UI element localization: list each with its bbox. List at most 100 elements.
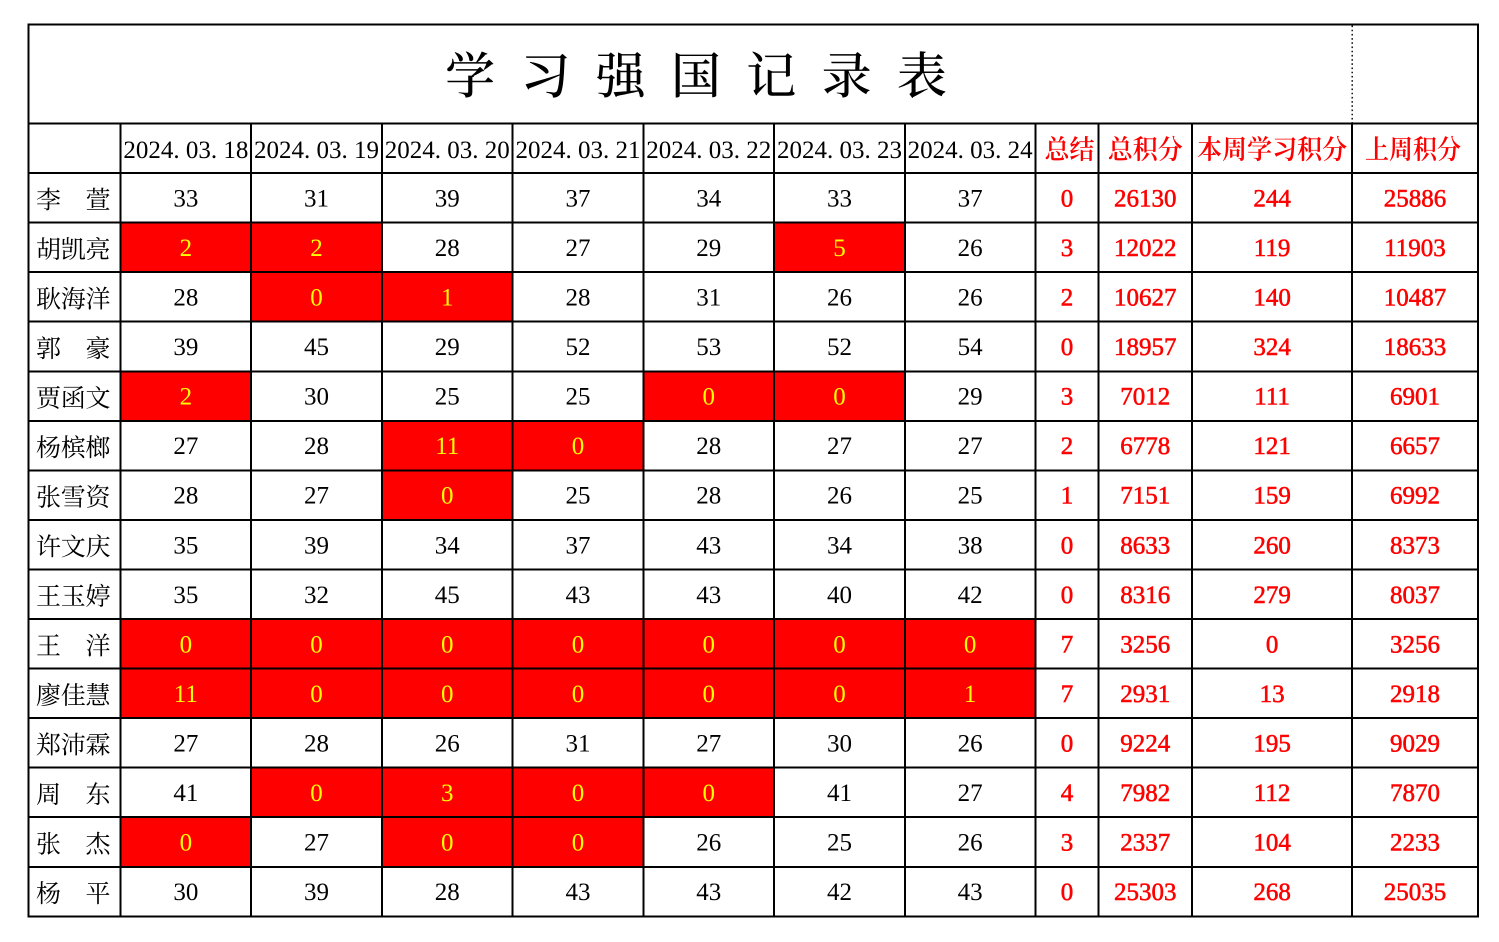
svg-text:2: 2 bbox=[180, 384, 193, 411]
svg-text:26: 26 bbox=[958, 730, 983, 757]
svg-text:0: 0 bbox=[833, 681, 846, 708]
svg-text:28: 28 bbox=[435, 879, 460, 906]
svg-text:8373: 8373 bbox=[1390, 532, 1440, 559]
svg-text:121: 121 bbox=[1253, 433, 1291, 460]
svg-text:29: 29 bbox=[435, 334, 460, 361]
svg-text:29: 29 bbox=[696, 235, 721, 262]
svg-text:31: 31 bbox=[304, 185, 329, 212]
svg-text:25: 25 bbox=[565, 384, 590, 411]
svg-text:25: 25 bbox=[565, 483, 590, 510]
svg-text:0: 0 bbox=[180, 631, 193, 658]
svg-text:111: 111 bbox=[1254, 384, 1290, 411]
svg-text:2: 2 bbox=[1061, 433, 1074, 460]
svg-text:18957: 18957 bbox=[1114, 334, 1177, 361]
svg-text:8633: 8633 bbox=[1120, 532, 1170, 559]
svg-text:27: 27 bbox=[958, 433, 983, 460]
svg-text:2918: 2918 bbox=[1390, 681, 1440, 708]
svg-text:2024. 03. 24: 2024. 03. 24 bbox=[908, 137, 1034, 164]
svg-text:7870: 7870 bbox=[1390, 780, 1440, 807]
svg-text:35: 35 bbox=[173, 582, 198, 609]
svg-text:4: 4 bbox=[1061, 780, 1074, 807]
svg-text:112: 112 bbox=[1254, 780, 1291, 807]
svg-text:0: 0 bbox=[441, 483, 454, 510]
svg-text:27: 27 bbox=[696, 730, 721, 757]
svg-text:43: 43 bbox=[696, 582, 721, 609]
svg-text:43: 43 bbox=[958, 879, 983, 906]
svg-text:0: 0 bbox=[1061, 879, 1074, 906]
svg-text:7012: 7012 bbox=[1120, 384, 1170, 411]
svg-text:0: 0 bbox=[1266, 631, 1279, 658]
svg-text:35: 35 bbox=[173, 532, 198, 559]
svg-text:25303: 25303 bbox=[1114, 879, 1177, 906]
svg-text:3: 3 bbox=[1061, 235, 1074, 262]
svg-text:52: 52 bbox=[827, 334, 852, 361]
svg-text:43: 43 bbox=[565, 879, 590, 906]
svg-text:3256: 3256 bbox=[1390, 631, 1440, 658]
svg-text:0: 0 bbox=[833, 631, 846, 658]
svg-text:30: 30 bbox=[173, 879, 198, 906]
svg-text:27: 27 bbox=[304, 483, 329, 510]
svg-text:3256: 3256 bbox=[1120, 631, 1170, 658]
svg-text:8316: 8316 bbox=[1120, 582, 1170, 609]
svg-text:6992: 6992 bbox=[1390, 483, 1440, 510]
svg-text:0: 0 bbox=[441, 830, 454, 857]
svg-text:0: 0 bbox=[572, 681, 585, 708]
svg-text:3: 3 bbox=[1061, 830, 1074, 857]
svg-text:34: 34 bbox=[827, 532, 853, 559]
svg-text:2024. 03. 20: 2024. 03. 20 bbox=[385, 137, 510, 164]
svg-text:45: 45 bbox=[304, 334, 329, 361]
svg-text:2024. 03. 19: 2024. 03. 19 bbox=[254, 137, 379, 164]
svg-text:3: 3 bbox=[441, 780, 454, 807]
svg-text:42: 42 bbox=[958, 582, 983, 609]
svg-text:0: 0 bbox=[964, 631, 977, 658]
svg-text:39: 39 bbox=[435, 185, 460, 212]
svg-text:0: 0 bbox=[1061, 532, 1074, 559]
svg-text:2: 2 bbox=[180, 235, 193, 262]
svg-text:7: 7 bbox=[1061, 681, 1074, 708]
svg-text:0: 0 bbox=[1061, 185, 1074, 212]
svg-text:104: 104 bbox=[1253, 830, 1291, 857]
svg-text:2931: 2931 bbox=[1120, 681, 1170, 708]
svg-text:1: 1 bbox=[1061, 483, 1074, 510]
svg-text:12022: 12022 bbox=[1114, 235, 1177, 262]
svg-text:27: 27 bbox=[958, 780, 983, 807]
svg-text:6901: 6901 bbox=[1390, 384, 1440, 411]
svg-text:42: 42 bbox=[827, 879, 852, 906]
svg-text:25886: 25886 bbox=[1384, 185, 1447, 212]
svg-text:8037: 8037 bbox=[1390, 582, 1440, 609]
svg-text:34: 34 bbox=[696, 185, 722, 212]
svg-text:18633: 18633 bbox=[1384, 334, 1447, 361]
svg-text:11: 11 bbox=[174, 681, 198, 708]
svg-text:0: 0 bbox=[310, 681, 323, 708]
svg-text:5: 5 bbox=[833, 235, 846, 262]
svg-text:9029: 9029 bbox=[1390, 730, 1440, 757]
svg-text:34: 34 bbox=[435, 532, 461, 559]
svg-text:0: 0 bbox=[572, 433, 585, 460]
svg-text:0: 0 bbox=[702, 681, 715, 708]
svg-text:244: 244 bbox=[1253, 185, 1291, 212]
svg-text:41: 41 bbox=[173, 780, 198, 807]
svg-text:0: 0 bbox=[702, 384, 715, 411]
svg-text:26: 26 bbox=[827, 285, 852, 312]
svg-text:0: 0 bbox=[1061, 334, 1074, 361]
svg-text:33: 33 bbox=[173, 185, 198, 212]
svg-text:45: 45 bbox=[435, 582, 460, 609]
svg-text:2024. 03. 18: 2024. 03. 18 bbox=[123, 137, 248, 164]
svg-text:26: 26 bbox=[958, 830, 983, 857]
svg-text:54: 54 bbox=[958, 334, 984, 361]
svg-text:0: 0 bbox=[441, 631, 454, 658]
svg-text:324: 324 bbox=[1253, 334, 1291, 361]
svg-text:0: 0 bbox=[572, 830, 585, 857]
svg-text:268: 268 bbox=[1253, 879, 1291, 906]
svg-text:0: 0 bbox=[310, 631, 323, 658]
svg-text:195: 195 bbox=[1253, 730, 1291, 757]
svg-text:26: 26 bbox=[435, 730, 460, 757]
svg-text:25: 25 bbox=[958, 483, 983, 510]
svg-text:43: 43 bbox=[696, 879, 721, 906]
svg-text:28: 28 bbox=[696, 433, 721, 460]
svg-text:33: 33 bbox=[827, 185, 852, 212]
svg-text:53: 53 bbox=[696, 334, 721, 361]
svg-text:9224: 9224 bbox=[1120, 730, 1171, 757]
svg-text:29: 29 bbox=[958, 384, 983, 411]
svg-text:39: 39 bbox=[304, 532, 329, 559]
